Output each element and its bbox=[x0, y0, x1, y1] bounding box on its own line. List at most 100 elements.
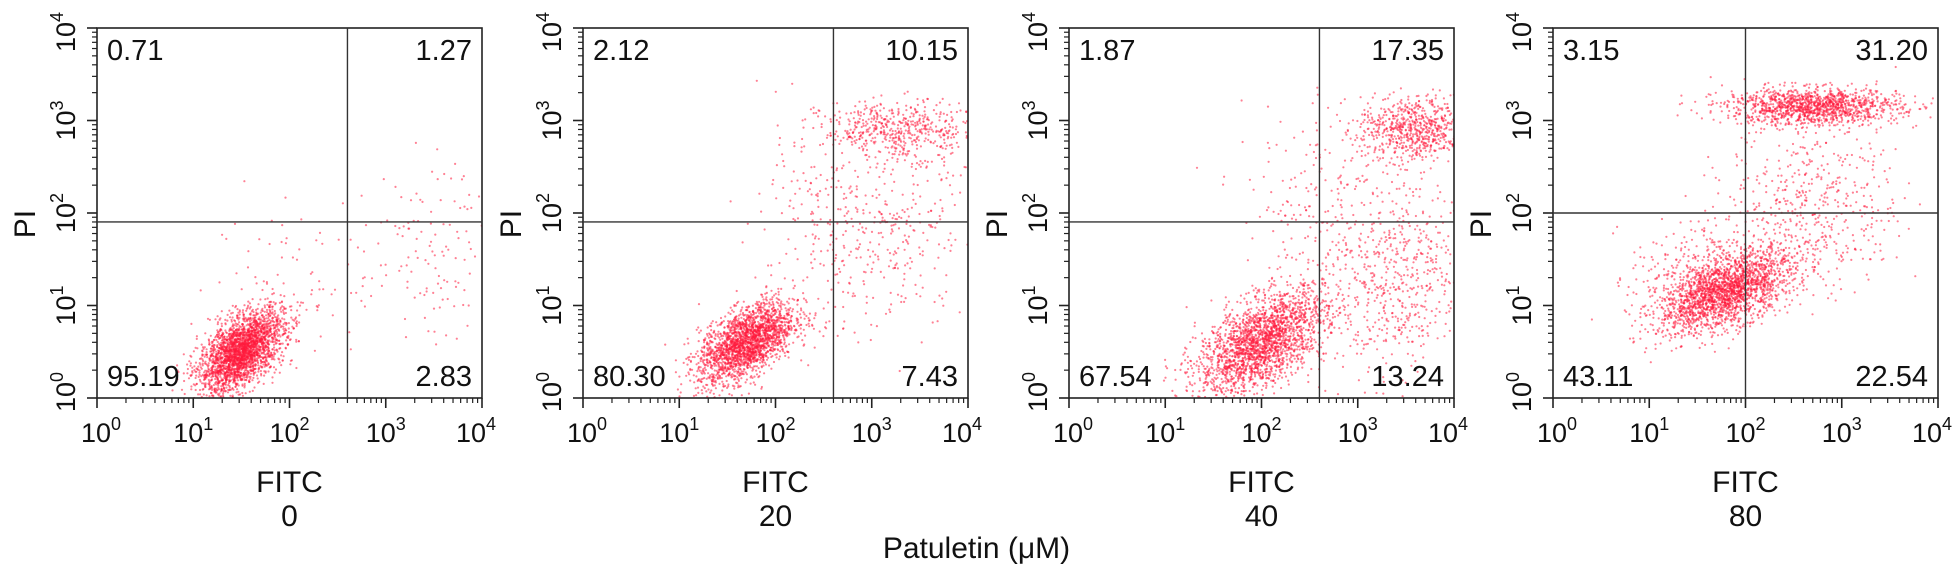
event-point bbox=[730, 340, 734, 343]
event-point bbox=[772, 348, 776, 351]
event-point bbox=[695, 328, 698, 331]
event-point bbox=[236, 340, 239, 343]
event-point bbox=[786, 314, 789, 317]
event-point bbox=[280, 364, 283, 367]
event-point bbox=[775, 297, 778, 300]
event-point bbox=[218, 381, 221, 384]
event-point bbox=[777, 349, 780, 352]
event-point bbox=[235, 383, 238, 387]
event-point bbox=[722, 332, 726, 335]
event-point bbox=[770, 303, 773, 306]
event-point bbox=[770, 308, 774, 311]
event-point bbox=[221, 331, 224, 334]
event-point bbox=[273, 309, 276, 313]
event-point bbox=[739, 346, 742, 349]
event-point bbox=[215, 353, 218, 356]
event-point bbox=[738, 358, 741, 361]
event-point bbox=[244, 373, 247, 376]
event-point bbox=[193, 369, 196, 372]
event-point bbox=[748, 322, 752, 325]
event-point bbox=[256, 340, 259, 343]
event-point bbox=[697, 361, 700, 365]
event-point bbox=[232, 324, 235, 327]
event-point bbox=[227, 382, 230, 385]
event-point bbox=[272, 357, 275, 360]
event-point bbox=[761, 361, 764, 364]
event-point bbox=[756, 308, 759, 311]
event-point bbox=[242, 407, 244, 409]
event-point bbox=[231, 332, 234, 336]
event-point bbox=[778, 310, 781, 313]
event-point bbox=[733, 326, 736, 329]
event-point bbox=[201, 373, 204, 376]
event-point bbox=[287, 322, 290, 325]
event-point bbox=[242, 313, 245, 316]
event-point bbox=[265, 317, 268, 320]
event-point bbox=[362, 250, 366, 253]
event-point bbox=[248, 302, 251, 305]
event-point bbox=[727, 351, 730, 354]
event-point bbox=[235, 391, 238, 394]
event-point bbox=[269, 311, 272, 314]
event-point bbox=[498, 274, 500, 276]
event-point bbox=[772, 336, 775, 339]
event-point bbox=[721, 380, 724, 383]
event-point bbox=[253, 316, 256, 319]
event-point bbox=[238, 316, 241, 319]
event-point bbox=[762, 298, 765, 301]
event-point bbox=[278, 339, 281, 342]
event-point bbox=[722, 360, 725, 363]
event-point bbox=[685, 357, 688, 360]
event-point bbox=[220, 385, 223, 388]
event-point bbox=[232, 355, 236, 358]
event-dots bbox=[171, 141, 500, 409]
event-point bbox=[247, 318, 250, 321]
event-point bbox=[722, 383, 725, 386]
event-point bbox=[785, 344, 788, 347]
event-point bbox=[275, 338, 278, 341]
event-point bbox=[748, 319, 751, 322]
event-point bbox=[739, 368, 742, 371]
event-point bbox=[714, 337, 717, 341]
event-point bbox=[218, 403, 220, 405]
event-point bbox=[436, 282, 440, 285]
event-point bbox=[283, 329, 286, 333]
event-point bbox=[425, 290, 428, 293]
event-point bbox=[215, 371, 219, 374]
event-point bbox=[749, 328, 752, 332]
event-point bbox=[727, 311, 730, 314]
event-point bbox=[742, 317, 745, 321]
event-point bbox=[270, 300, 273, 303]
event-point bbox=[258, 238, 261, 241]
event-point bbox=[209, 391, 213, 395]
event-point bbox=[266, 303, 269, 306]
event-point bbox=[268, 366, 271, 369]
event-point bbox=[219, 361, 222, 364]
event-point bbox=[250, 368, 253, 371]
event-point bbox=[209, 334, 212, 337]
event-point bbox=[729, 357, 732, 360]
event-point bbox=[237, 318, 240, 321]
event-point bbox=[267, 346, 270, 350]
event-point bbox=[241, 309, 245, 312]
event-point bbox=[257, 336, 260, 340]
event-point bbox=[713, 358, 716, 361]
event-point bbox=[270, 324, 273, 327]
event-point bbox=[263, 331, 266, 334]
event-point bbox=[739, 344, 742, 347]
event-point bbox=[247, 357, 250, 360]
event-point bbox=[244, 392, 247, 395]
event-point bbox=[198, 373, 201, 376]
event-point bbox=[224, 347, 227, 350]
event-point bbox=[748, 355, 751, 358]
event-point bbox=[218, 349, 221, 352]
event-point bbox=[751, 304, 755, 307]
event-point bbox=[252, 369, 255, 372]
event-point bbox=[235, 364, 239, 367]
event-point bbox=[294, 317, 297, 320]
event-point bbox=[704, 364, 707, 367]
event-point bbox=[785, 321, 788, 324]
event-dots bbox=[664, 79, 968, 398]
event-point bbox=[261, 316, 264, 319]
event-point bbox=[256, 351, 259, 354]
